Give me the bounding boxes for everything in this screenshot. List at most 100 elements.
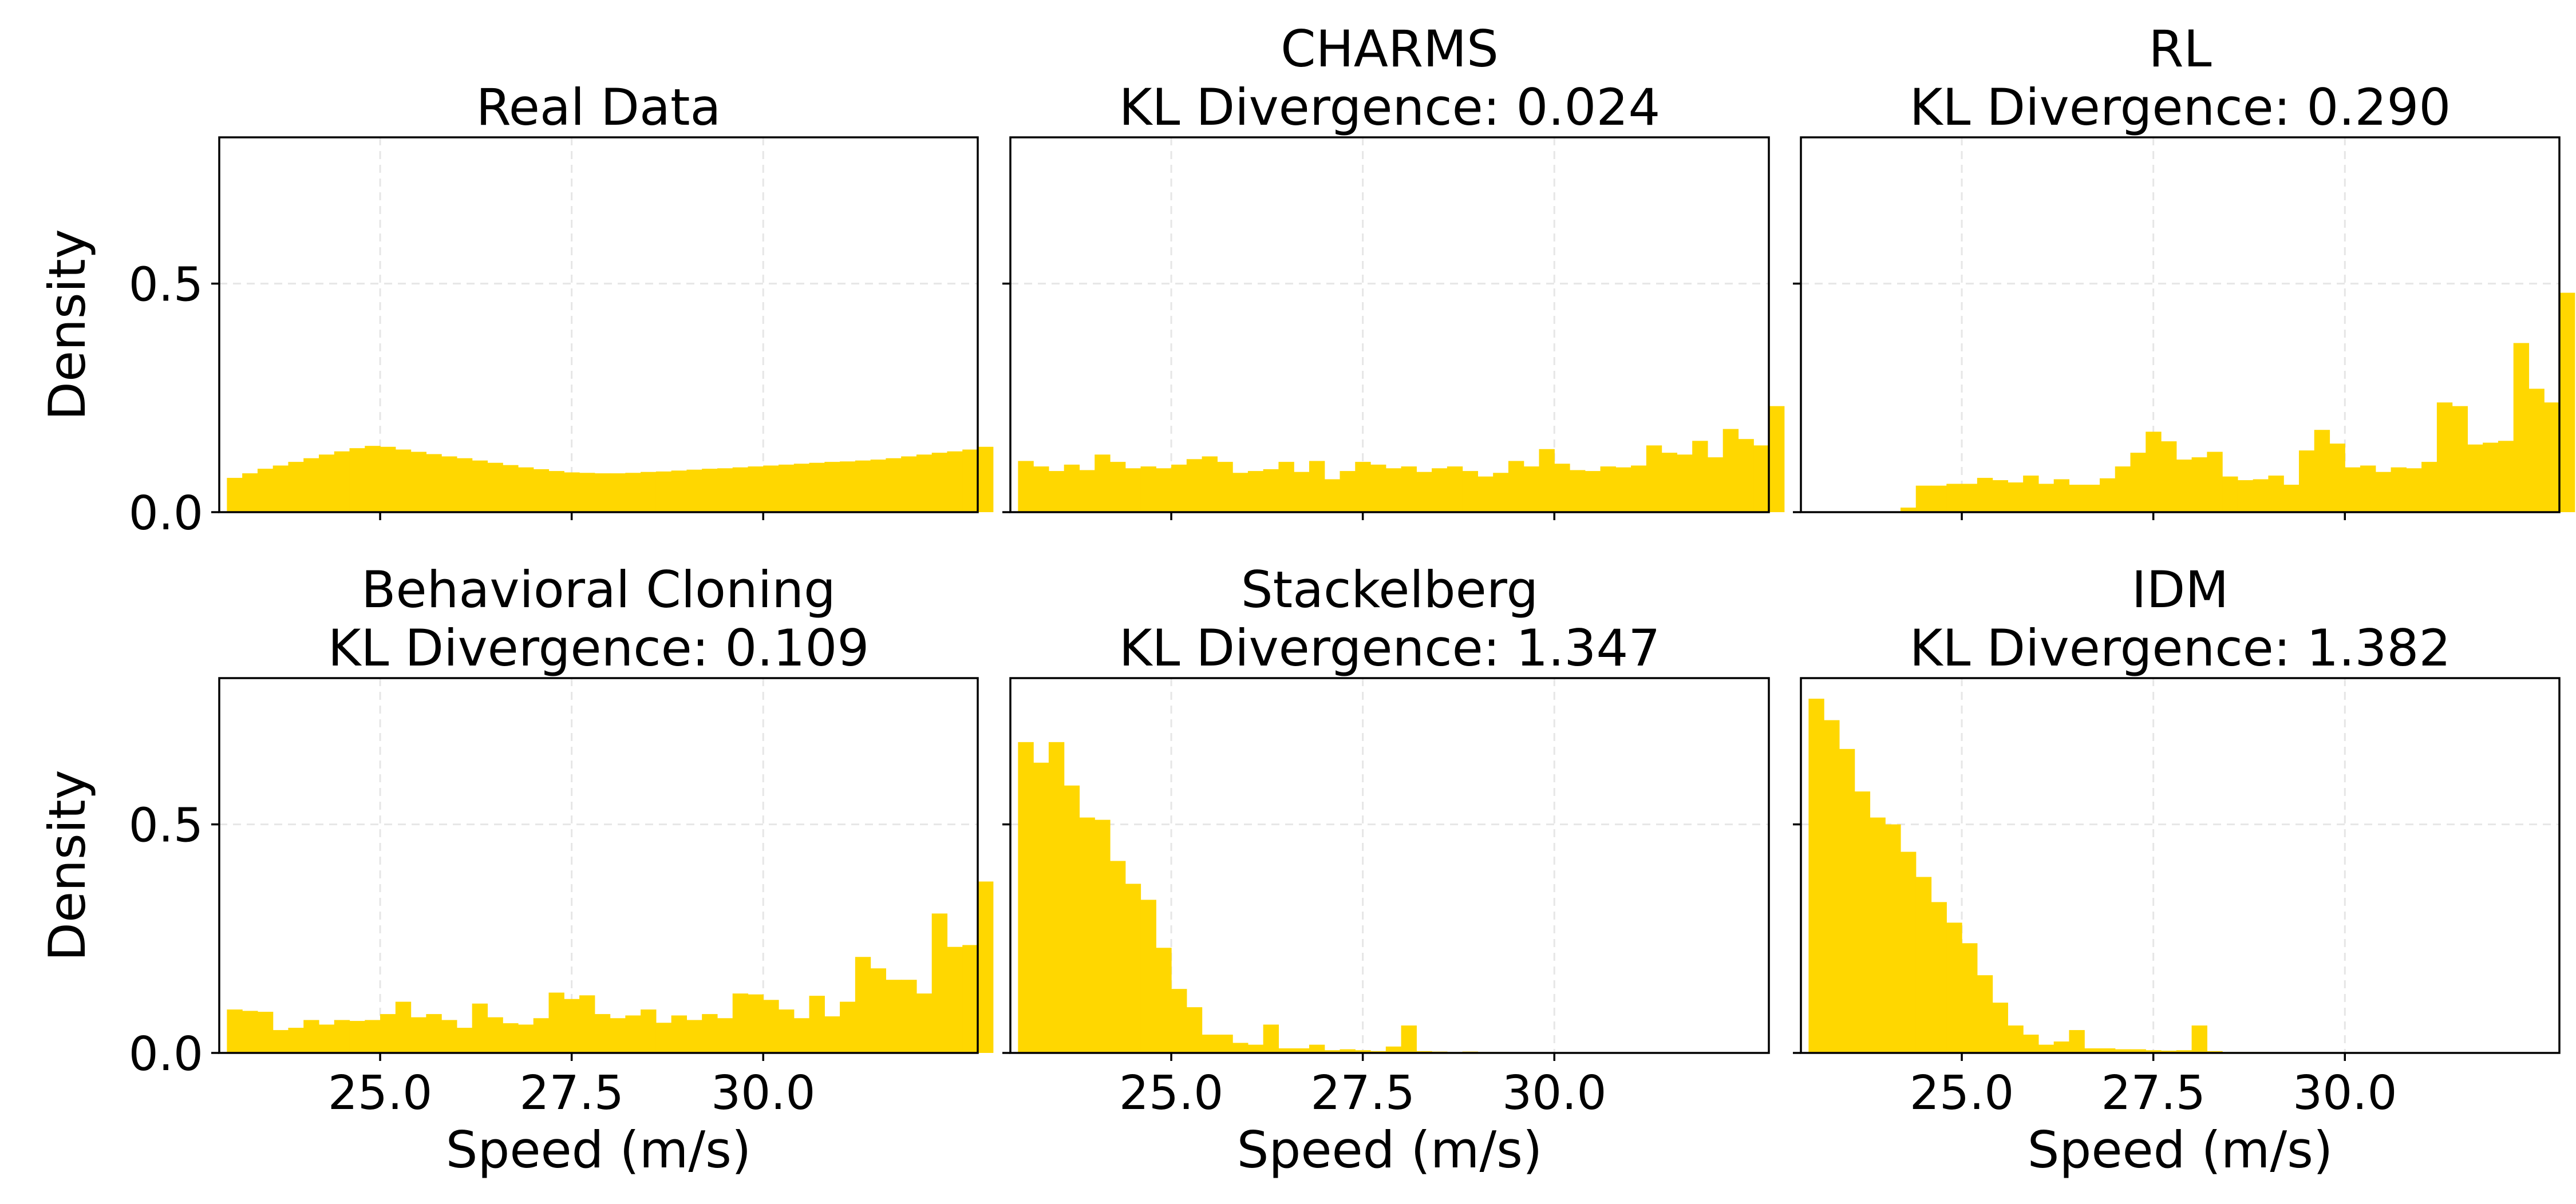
histogram-bar [1477,476,1494,512]
histogram-bar [503,1023,519,1053]
histogram-bar [1753,445,1769,512]
histogram-bar [303,458,319,512]
histogram-bar [2268,476,2284,512]
histogram-bar [2345,467,2361,512]
histogram-bar [1018,742,1034,1053]
histogram-bar [1125,884,1141,1053]
histogram-bar [1079,817,1095,1053]
x-tick-label: 27.5 [519,1066,624,1120]
histogram-bar [1977,975,1993,1053]
histogram-bar [2513,343,2530,512]
histogram-bar [732,467,749,512]
histogram-bar [1217,1035,1233,1053]
histogram-bar [1095,454,1111,512]
histogram-bar [901,980,917,1053]
histogram-bar [1707,457,1724,512]
histogram-bar [717,468,733,512]
histogram-bar [1278,462,1294,512]
histogram-bar [2298,450,2315,512]
histogram-bar [1585,471,1601,512]
histogram-bar [349,448,365,512]
histogram-bar [487,1017,503,1053]
histogram-bar [1064,785,1080,1053]
histogram-bar [564,999,580,1053]
histogram-bar [641,472,657,512]
histogram-bar [257,469,274,512]
histogram-bar [1808,698,1824,1053]
histogram-bar [334,1020,350,1053]
histogram-bar [1692,441,1708,512]
histogram-bar [1186,1007,1203,1053]
histogram-bar [272,465,289,512]
histogram-bar [732,993,749,1053]
histogram-bar [2375,472,2392,512]
histogram-bar [2161,441,2177,512]
histogram-bar [1247,1044,1264,1053]
histogram-bar [441,1020,457,1053]
histogram-bar [318,1024,335,1053]
histogram-bar [2176,460,2192,512]
panel-subtitle: KL Divergence: 0.109 [328,619,870,678]
histogram-bar [763,1000,779,1053]
histogram-bar [2084,1048,2100,1053]
histogram-bar [931,913,948,1053]
histogram-bar [395,449,412,512]
histogram-bar [1202,1035,1218,1053]
histogram-bar [1385,1046,1402,1053]
histogram-bar [533,1018,550,1053]
histogram-bar [1432,468,1448,512]
histogram-bar [533,469,550,512]
histogram-bar [303,1020,319,1053]
histogram-bar [1539,449,1555,512]
histogram-bar [1447,466,1463,512]
histogram-bar [625,1015,641,1053]
histogram-bar [2406,468,2422,512]
histogram-bar [686,1020,702,1053]
histogram-bar [671,470,688,512]
histogram-bar [1854,791,1871,1053]
histogram-bar [655,1023,672,1053]
histogram-bar [2237,480,2254,512]
histogram-bar [686,469,702,512]
histogram-bar [855,957,871,1053]
histogram-bar [870,460,886,512]
histogram-bar [1600,466,1616,512]
histogram-bar [2146,1050,2162,1053]
panel-subtitle: KL Divergence: 0.290 [1910,78,2451,137]
histogram-bar [1186,459,1203,512]
histogram-bar [288,1028,304,1053]
histogram-bar [1523,466,1540,512]
histogram-bar [1385,468,1402,512]
histogram-bar [962,945,978,1053]
histogram-bar [579,473,595,512]
histogram-bar [763,465,779,512]
histogram-bar [1324,1050,1341,1053]
histogram-bar [1493,473,1509,512]
histogram-bar [2329,443,2345,512]
histogram-bar [2038,484,2055,512]
histogram-bar [2283,485,2300,512]
histogram-bar [242,1011,258,1053]
histogram-bar [2391,467,2407,512]
histogram-bar [610,1018,626,1053]
histogram-bar [1309,461,1325,512]
histogram-bar [1171,989,1187,1053]
histogram-bar [947,946,963,1053]
histogram-bar [2176,1050,2192,1053]
histogram-bar [1064,464,1080,512]
histogram-bar [2008,1025,2024,1053]
histogram-bar [1095,819,1111,1053]
x-tick-label: 30.0 [711,1066,816,1120]
histogram-bar [441,456,457,512]
x-tick-label: 25.0 [1119,1066,1224,1120]
axes-frame [1800,136,2561,513]
panel-subtitle: KL Divergence: 0.024 [1119,78,1661,137]
histogram-bar [2084,485,2100,512]
histogram-bar [579,995,595,1053]
histogram-bar [2191,457,2207,512]
histogram-bar [1615,467,1631,512]
